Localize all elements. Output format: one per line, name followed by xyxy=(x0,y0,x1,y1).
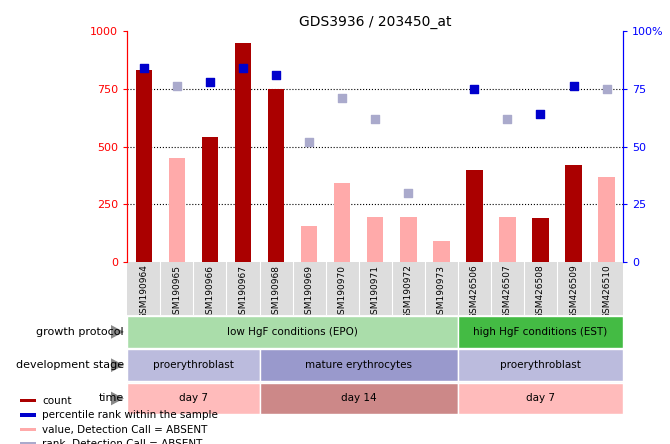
Text: day 7: day 7 xyxy=(526,393,555,404)
Text: GSM190964: GSM190964 xyxy=(139,265,148,320)
Text: percentile rank within the sample: percentile rank within the sample xyxy=(42,410,218,420)
Bar xyxy=(20,399,36,402)
Bar xyxy=(135,70,152,262)
Text: GSM426508: GSM426508 xyxy=(536,265,545,319)
Bar xyxy=(367,217,383,262)
Bar xyxy=(234,43,251,262)
Text: GSM190968: GSM190968 xyxy=(271,265,281,320)
Point xyxy=(469,85,480,92)
Text: GSM190966: GSM190966 xyxy=(206,265,214,320)
Title: GDS3936 / 203450_at: GDS3936 / 203450_at xyxy=(299,15,452,29)
Text: GSM426506: GSM426506 xyxy=(470,265,479,319)
Point xyxy=(535,111,546,118)
Text: day 7: day 7 xyxy=(179,393,208,404)
Text: growth protocol: growth protocol xyxy=(36,327,124,337)
Text: proerythroblast: proerythroblast xyxy=(153,360,234,370)
Polygon shape xyxy=(111,325,124,339)
Bar xyxy=(565,165,582,262)
Bar xyxy=(598,177,615,262)
Text: GSM190967: GSM190967 xyxy=(239,265,247,320)
Point xyxy=(403,189,413,196)
Bar xyxy=(259,349,458,381)
Bar xyxy=(458,349,623,381)
Text: GSM190972: GSM190972 xyxy=(404,265,413,320)
Text: rank, Detection Call = ABSENT: rank, Detection Call = ABSENT xyxy=(42,439,202,444)
Bar xyxy=(20,413,36,417)
Bar xyxy=(268,89,284,262)
Text: GSM190969: GSM190969 xyxy=(305,265,314,320)
Text: development stage: development stage xyxy=(16,360,124,370)
Text: low HgF conditions (EPO): low HgF conditions (EPO) xyxy=(227,327,358,337)
Point xyxy=(568,83,579,90)
Text: day 14: day 14 xyxy=(341,393,377,404)
Bar xyxy=(259,383,458,415)
Bar xyxy=(532,218,549,262)
Point xyxy=(238,64,249,71)
Bar xyxy=(127,383,259,415)
Text: GSM190973: GSM190973 xyxy=(437,265,446,320)
Point xyxy=(337,95,348,102)
Bar xyxy=(458,383,623,415)
Bar xyxy=(466,170,482,262)
Text: GSM190970: GSM190970 xyxy=(338,265,346,320)
Bar xyxy=(169,158,185,262)
Bar xyxy=(334,183,350,262)
Text: count: count xyxy=(42,396,72,406)
Text: value, Detection Call = ABSENT: value, Detection Call = ABSENT xyxy=(42,424,208,435)
Point xyxy=(139,64,149,71)
Text: time: time xyxy=(98,393,124,404)
Text: GSM190971: GSM190971 xyxy=(371,265,380,320)
Bar xyxy=(301,226,318,262)
Point xyxy=(304,139,314,146)
Point xyxy=(172,83,182,90)
Bar xyxy=(20,442,36,444)
Point xyxy=(204,78,215,85)
Text: proerythroblast: proerythroblast xyxy=(500,360,581,370)
Point xyxy=(271,71,281,79)
Text: mature erythrocytes: mature erythrocytes xyxy=(305,360,412,370)
Point xyxy=(502,115,513,123)
Polygon shape xyxy=(111,358,124,372)
Text: high HgF conditions (EST): high HgF conditions (EST) xyxy=(473,327,608,337)
Bar xyxy=(20,428,36,431)
Text: GSM426507: GSM426507 xyxy=(503,265,512,319)
Polygon shape xyxy=(111,392,124,406)
Bar xyxy=(433,241,450,262)
Bar xyxy=(499,217,516,262)
Bar xyxy=(127,316,458,348)
Bar xyxy=(458,316,623,348)
Bar xyxy=(202,137,218,262)
Text: GSM426509: GSM426509 xyxy=(569,265,578,319)
Text: GSM426510: GSM426510 xyxy=(602,265,611,319)
Point xyxy=(370,115,381,123)
Point xyxy=(601,85,612,92)
Bar xyxy=(127,349,259,381)
Bar xyxy=(400,217,417,262)
Text: GSM190965: GSM190965 xyxy=(172,265,182,320)
